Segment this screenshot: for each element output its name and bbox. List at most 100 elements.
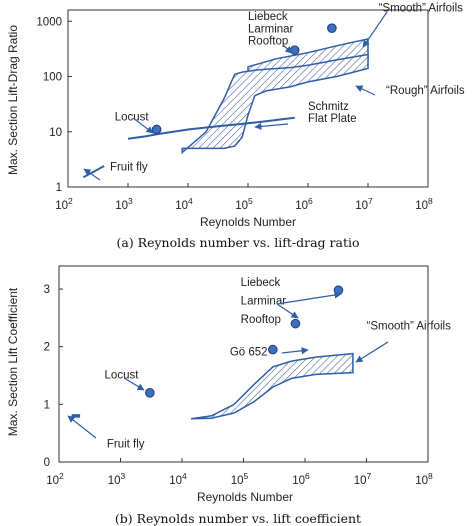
chart-a-y-tick-label: 100 (43, 72, 62, 84)
chart-b-points (145, 285, 344, 398)
chart-b-x-tick-label: 106 (292, 471, 310, 487)
chart-b-annotations: Locust Gö 652 Liebeck Larminar Rooftop “Smoot… (105, 277, 452, 450)
tick-base: 10 (115, 200, 128, 212)
chart-a-points (151, 23, 337, 135)
chart-a-point (327, 23, 337, 33)
chart-b-y-tick-label: 0 (44, 457, 50, 469)
tick-exponent: 8 (428, 471, 433, 481)
chart-a-x-tick-label: 106 (295, 196, 313, 212)
chart-b-arrow-smooth (355, 341, 389, 363)
tick-base: 10 (46, 475, 59, 487)
tick-exponent: 4 (182, 471, 187, 481)
chart-a-arrow-smooth (362, 11, 388, 48)
chart-b-annotation: “Smooth” Airfoils (367, 320, 452, 332)
chart-b-x-ticks: 102 103 104 105 106 107 108 (46, 458, 433, 487)
chart-a-x-axis-label: Reynolds Number (200, 215, 296, 229)
tick-base: 10 (354, 475, 367, 487)
chart-a-x-tick-label: 103 (115, 196, 133, 212)
chart-b-x-tick-label: 102 (46, 471, 64, 487)
chart-b-arrow-liebeck-2 (276, 303, 299, 319)
chart-b-arrow-liebeck-1 (276, 291, 342, 305)
tick-base: 10 (235, 200, 248, 212)
chart-a-annotation: Schmitz (308, 101, 349, 113)
chart-a-annotation: Flat Plate (308, 113, 357, 125)
tick-base: 10 (175, 200, 188, 212)
chart-b-x-axis-label: Reynolds Number (197, 490, 293, 504)
chart-b-x-tick-label: 105 (231, 471, 249, 487)
tick-exponent: 4 (188, 196, 193, 206)
tick-exponent: 2 (59, 471, 64, 481)
chart-a-point (151, 124, 162, 135)
chart-b-annotation: Rooftop (241, 314, 281, 326)
chart-a-x-tick-label: 104 (175, 196, 193, 212)
chart-b-arrow-locust (123, 377, 145, 391)
chart-b-x-tick-label: 107 (354, 471, 372, 487)
chart-a-y-axis-label: Max. Section Lift-Drag Ratio (6, 25, 20, 175)
chart-b-annotation: Gö 652 (230, 346, 268, 358)
chart-b-annotation: Liebeck (241, 277, 281, 289)
chart-a-x-tick-label: 102 (55, 196, 73, 212)
chart-a-y-tick-label: 10 (49, 127, 62, 139)
chart-a-arrow-liebeck (282, 44, 293, 54)
chart-a-arrow-fruit-fly (83, 168, 101, 181)
chart-b-caption: (b) Reynolds number vs. lift coefficient (115, 511, 361, 526)
chart-b-y-tick-label: 3 (44, 284, 50, 296)
chart-a-x-ticks: 102 103 104 105 106 107 108 (55, 183, 433, 212)
tick-base: 10 (355, 200, 368, 212)
chart-b-point (290, 318, 301, 329)
chart-b-annotation: Fruit fly (107, 439, 145, 451)
chart-b-point (333, 285, 344, 296)
chart-a-x-tick-label: 107 (355, 196, 373, 212)
chart-b-y-tick-label: 2 (44, 342, 50, 354)
chart-a-y-tick-label: 1 (56, 182, 62, 194)
chart-b-arrow-go652 (281, 347, 309, 355)
chart-a-caption: (a) Reynolds number vs. lift-drag ratio (117, 235, 360, 250)
chart-b-x-tick-label: 104 (169, 471, 187, 487)
tick-exponent: 8 (428, 196, 433, 206)
tick-exponent: 6 (308, 196, 313, 206)
chart-b-point (145, 388, 155, 398)
chart-b-y-ticks: 0 1 2 3 (44, 284, 63, 469)
chart-a-annotation: Rooftop (248, 35, 288, 47)
chart-a-y-tick-label: 1000 (36, 16, 62, 28)
chart-a-annotation: Liebeck (248, 11, 288, 23)
chart-a-flat-plate-line (127, 116, 295, 140)
chart-b-smooth-airfoil-band (190, 352, 354, 420)
chart-a-rough-airfoil-band (181, 53, 369, 155)
tick-exponent: 6 (305, 471, 310, 481)
chart-b-x-tick-label: 108 (415, 471, 433, 487)
tick-exponent: 3 (128, 196, 133, 206)
tick-exponent: 5 (244, 471, 249, 481)
chart-a-annotation: Locust (115, 111, 150, 123)
chart-a-x-tick-label: 105 (235, 196, 253, 212)
tick-exponent: 2 (68, 196, 73, 206)
chart-b-x-tick-label: 103 (108, 471, 126, 487)
tick-base: 10 (415, 475, 428, 487)
chart-b-arrow-fruit-fly (67, 415, 97, 439)
chart-b-y-axis-label: Max. Section Lift Coefficient (6, 287, 20, 436)
chart-b-y-tick-label: 1 (44, 399, 50, 411)
tick-exponent: 7 (368, 196, 373, 206)
chart-a-y-ticks: 1 10 100 1000 (36, 16, 72, 194)
chart-a-annotation: “Rough” Airfoils (386, 85, 465, 97)
chart-a-annotation: “Smooth” Airfoils (379, 3, 464, 15)
tick-base: 10 (415, 200, 428, 212)
tick-base: 10 (169, 475, 182, 487)
chart-b-point (268, 344, 278, 355)
tick-base: 10 (292, 475, 305, 487)
chart-a-annotation: Fruit fly (110, 161, 148, 173)
tick-base: 10 (295, 200, 308, 212)
tick-exponent: 7 (367, 471, 372, 481)
tick-exponent: 5 (248, 196, 253, 206)
chart-a-x-tick-label: 108 (415, 196, 433, 212)
chart-a-annotation: Larminar (248, 23, 294, 35)
tick-base: 10 (55, 200, 68, 212)
chart-a-annotation-arrows (83, 11, 388, 181)
chart-b-annotation: Locust (105, 369, 140, 381)
chart-b-annotation-arrows (67, 291, 389, 439)
chart-a-arrow-schmitz (254, 122, 289, 130)
